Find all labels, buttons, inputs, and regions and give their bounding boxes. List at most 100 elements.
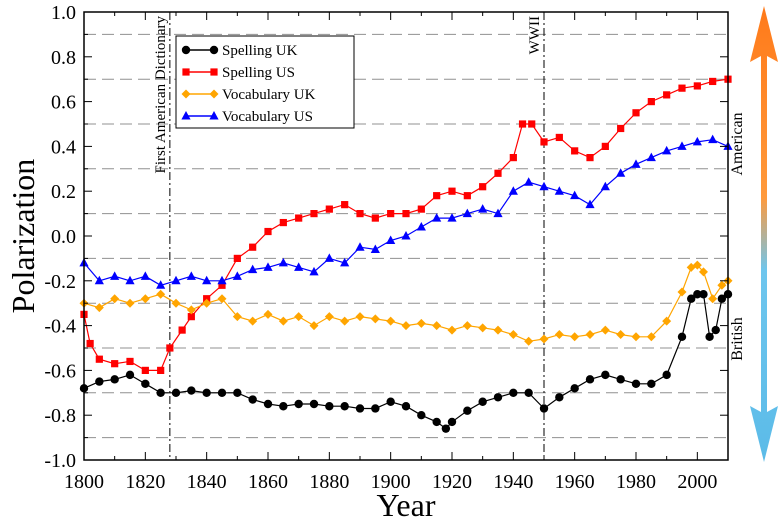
data-point	[340, 316, 350, 326]
data-point	[705, 332, 714, 341]
data-point	[95, 355, 103, 363]
data-point	[294, 312, 304, 322]
data-point	[693, 290, 702, 299]
data-point	[447, 325, 457, 335]
data-point	[110, 294, 120, 304]
legend-label: Spelling UK	[222, 43, 298, 59]
data-point	[187, 386, 196, 395]
data-point	[355, 312, 365, 322]
data-point	[692, 136, 702, 146]
data-point	[617, 124, 625, 133]
data-point	[711, 325, 720, 335]
data-point	[126, 357, 134, 366]
data-point	[539, 181, 549, 191]
data-point	[125, 370, 135, 380]
y-tick-label: 0.8	[51, 47, 76, 69]
legend-marker	[209, 111, 219, 120]
y-tick-label: 0.2	[51, 181, 76, 203]
data-point	[646, 332, 656, 342]
data-point	[279, 218, 287, 227]
data-point	[325, 402, 334, 411]
data-point	[371, 404, 380, 413]
data-point	[156, 388, 165, 397]
data-point	[325, 205, 333, 213]
data-point	[646, 152, 656, 162]
series-spelling-uk	[79, 290, 733, 433]
data-point	[401, 321, 411, 331]
data-point	[386, 235, 396, 244]
data-point	[370, 314, 380, 324]
data-point	[187, 313, 195, 321]
x-tick-label: 1900	[371, 471, 411, 493]
data-point	[264, 227, 272, 236]
data-point	[171, 275, 181, 285]
legend-marker	[181, 111, 191, 120]
data-point	[555, 133, 563, 142]
data-point	[171, 298, 181, 308]
data-point	[528, 120, 536, 128]
y-tick-label: -0.4	[44, 316, 76, 338]
data-point	[447, 213, 457, 222]
data-point	[278, 257, 288, 267]
axis-ticks	[83, 11, 728, 461]
data-point	[540, 138, 548, 146]
x-tick-label: 1940	[493, 471, 533, 493]
x-tick-label: 1920	[432, 471, 472, 493]
data-point	[341, 201, 349, 209]
data-point	[186, 271, 196, 280]
legend-item: Spelling UK	[181, 43, 298, 59]
data-point	[632, 109, 640, 117]
x-tick-label: 1860	[248, 471, 288, 493]
data-point	[692, 260, 702, 270]
data-point	[401, 231, 411, 240]
data-point	[433, 192, 441, 200]
data-point	[417, 411, 426, 420]
side-label-british: British	[729, 317, 746, 361]
data-point	[294, 262, 304, 271]
series-line	[83, 264, 729, 342]
data-point	[248, 264, 258, 274]
data-point	[166, 344, 174, 352]
legend-item: Vocabulary UK	[181, 87, 316, 103]
x-tick-label: 1980	[616, 471, 656, 493]
data-point	[493, 208, 503, 218]
legend-label: Vocabulary US	[222, 109, 313, 125]
data-point	[263, 262, 273, 271]
annotation-wwii: WWII	[527, 16, 543, 54]
legend-label: Spelling US	[222, 65, 295, 81]
data-point	[140, 294, 150, 304]
legend-label: Vocabulary UK	[222, 87, 316, 103]
data-point	[370, 244, 380, 253]
data-point	[463, 406, 472, 415]
y-tick-labels: 1.0 0.8 0.6 0.4 0.2 0.0 -0.2 -0.4 -0.6 -0.8 -1.0	[44, 2, 76, 472]
data-point	[171, 388, 181, 397]
y-tick-label: -1.0	[44, 450, 76, 472]
data-point	[585, 330, 595, 340]
y-tick-label: 0.4	[51, 136, 76, 158]
data-point	[141, 366, 149, 374]
data-point	[662, 316, 672, 326]
data-point	[110, 271, 120, 280]
data-point	[340, 402, 349, 411]
legend-box	[175, 35, 355, 129]
data-point	[309, 321, 319, 331]
data-point	[462, 208, 472, 218]
x-tick-label: 1800	[64, 471, 104, 493]
data-point	[402, 210, 410, 218]
data-point	[478, 397, 487, 406]
data-point	[518, 120, 527, 128]
data-point	[647, 379, 656, 389]
data-point	[278, 316, 288, 326]
y-tick-label: -0.2	[44, 271, 76, 293]
data-point	[202, 298, 212, 308]
data-point	[616, 168, 626, 177]
data-point	[217, 275, 227, 285]
data-point	[677, 141, 687, 150]
data-point	[295, 214, 303, 222]
data-point	[717, 280, 727, 290]
data-point	[539, 334, 549, 344]
series-line	[83, 78, 729, 371]
data-point	[217, 294, 227, 304]
x-axis-title: Year	[377, 487, 436, 523]
data-point	[218, 281, 226, 289]
